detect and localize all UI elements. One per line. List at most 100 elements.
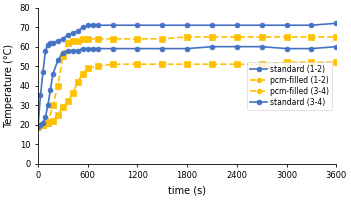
standard (3-4) bbox=[61, 51, 65, 54]
standard (3-4) bbox=[309, 47, 313, 50]
pcm-filled (3-4) bbox=[36, 123, 40, 126]
pcm-filled (3-4) bbox=[160, 63, 164, 65]
standard (3-4) bbox=[91, 47, 95, 50]
standard (1-2) bbox=[38, 94, 42, 97]
pcm-filled (1-2) bbox=[36, 125, 40, 128]
standard (3-4) bbox=[135, 47, 139, 50]
pcm-filled (3-4) bbox=[259, 63, 264, 65]
pcm-filled (3-4) bbox=[86, 67, 90, 69]
Line: standard (1-2): standard (1-2) bbox=[35, 21, 339, 129]
pcm-filled (3-4) bbox=[111, 63, 115, 65]
standard (3-4) bbox=[48, 88, 53, 91]
X-axis label: time (s): time (s) bbox=[168, 186, 206, 196]
pcm-filled (3-4) bbox=[334, 61, 338, 63]
standard (1-2) bbox=[61, 38, 65, 40]
pcm-filled (1-2) bbox=[66, 42, 70, 44]
standard (3-4) bbox=[76, 49, 80, 52]
standard (3-4) bbox=[56, 59, 60, 62]
Line: standard (3-4): standard (3-4) bbox=[35, 44, 339, 129]
pcm-filled (1-2) bbox=[51, 104, 55, 106]
standard (3-4) bbox=[284, 47, 289, 50]
standard (3-4) bbox=[51, 73, 55, 75]
standard (1-2) bbox=[259, 24, 264, 26]
standard (3-4) bbox=[36, 125, 40, 128]
standard (1-2) bbox=[46, 44, 50, 46]
standard (1-2) bbox=[66, 34, 70, 36]
standard (1-2) bbox=[71, 32, 75, 34]
pcm-filled (1-2) bbox=[61, 55, 65, 58]
standard (3-4) bbox=[71, 49, 75, 52]
standard (1-2) bbox=[36, 125, 40, 128]
standard (3-4) bbox=[66, 49, 70, 52]
standard (3-4) bbox=[46, 104, 50, 106]
standard (1-2) bbox=[160, 24, 164, 26]
standard (1-2) bbox=[56, 40, 60, 42]
pcm-filled (3-4) bbox=[135, 63, 139, 65]
standard (3-4) bbox=[185, 47, 189, 50]
pcm-filled (3-4) bbox=[66, 100, 70, 102]
standard (3-4) bbox=[235, 45, 239, 48]
pcm-filled (1-2) bbox=[185, 36, 189, 38]
pcm-filled (1-2) bbox=[41, 123, 45, 126]
standard (3-4) bbox=[81, 47, 85, 50]
pcm-filled (3-4) bbox=[95, 65, 100, 67]
pcm-filled (3-4) bbox=[46, 121, 50, 124]
standard (1-2) bbox=[135, 24, 139, 26]
Line: pcm-filled (1-2): pcm-filled (1-2) bbox=[35, 34, 339, 130]
pcm-filled (1-2) bbox=[71, 40, 75, 42]
standard (3-4) bbox=[160, 47, 164, 50]
standard (3-4) bbox=[43, 116, 47, 118]
standard (1-2) bbox=[185, 24, 189, 26]
pcm-filled (1-2) bbox=[309, 36, 313, 38]
standard (3-4) bbox=[334, 45, 338, 48]
pcm-filled (1-2) bbox=[111, 38, 115, 40]
pcm-filled (3-4) bbox=[81, 73, 85, 75]
pcm-filled (1-2) bbox=[235, 36, 239, 38]
standard (3-4) bbox=[38, 123, 42, 126]
standard (1-2) bbox=[43, 49, 47, 52]
Line: pcm-filled (3-4): pcm-filled (3-4) bbox=[35, 59, 339, 128]
standard (3-4) bbox=[86, 47, 90, 50]
standard (1-2) bbox=[86, 24, 90, 26]
pcm-filled (1-2) bbox=[210, 36, 214, 38]
pcm-filled (3-4) bbox=[71, 92, 75, 95]
standard (1-2) bbox=[210, 24, 214, 26]
standard (1-2) bbox=[51, 42, 55, 44]
pcm-filled (1-2) bbox=[46, 121, 50, 124]
pcm-filled (3-4) bbox=[51, 120, 55, 122]
standard (1-2) bbox=[81, 26, 85, 28]
pcm-filled (1-2) bbox=[95, 38, 100, 40]
standard (1-2) bbox=[91, 24, 95, 26]
standard (3-4) bbox=[41, 121, 45, 124]
pcm-filled (1-2) bbox=[56, 84, 60, 87]
pcm-filled (3-4) bbox=[235, 63, 239, 65]
pcm-filled (1-2) bbox=[86, 38, 90, 40]
pcm-filled (1-2) bbox=[259, 36, 264, 38]
standard (1-2) bbox=[95, 24, 100, 26]
standard (3-4) bbox=[259, 45, 264, 48]
pcm-filled (3-4) bbox=[76, 81, 80, 83]
Legend: standard (1-2), pcm-filled (1-2), pcm-filled (3-4), standard (3-4): standard (1-2), pcm-filled (1-2), pcm-fi… bbox=[247, 62, 332, 110]
pcm-filled (1-2) bbox=[284, 36, 289, 38]
standard (1-2) bbox=[284, 24, 289, 26]
standard (1-2) bbox=[48, 42, 53, 44]
pcm-filled (3-4) bbox=[210, 63, 214, 65]
standard (1-2) bbox=[111, 24, 115, 26]
standard (3-4) bbox=[210, 45, 214, 48]
pcm-filled (1-2) bbox=[81, 38, 85, 40]
Y-axis label: Temperature (°C): Temperature (°C) bbox=[4, 44, 14, 128]
pcm-filled (1-2) bbox=[135, 38, 139, 40]
pcm-filled (3-4) bbox=[61, 106, 65, 108]
standard (1-2) bbox=[235, 24, 239, 26]
standard (3-4) bbox=[95, 47, 100, 50]
pcm-filled (3-4) bbox=[284, 61, 289, 63]
pcm-filled (3-4) bbox=[309, 61, 313, 63]
pcm-filled (1-2) bbox=[160, 38, 164, 40]
standard (1-2) bbox=[41, 71, 45, 73]
standard (1-2) bbox=[76, 30, 80, 32]
pcm-filled (3-4) bbox=[56, 114, 60, 116]
standard (1-2) bbox=[309, 24, 313, 26]
standard (3-4) bbox=[111, 47, 115, 50]
pcm-filled (1-2) bbox=[334, 36, 338, 38]
pcm-filled (1-2) bbox=[76, 40, 80, 42]
